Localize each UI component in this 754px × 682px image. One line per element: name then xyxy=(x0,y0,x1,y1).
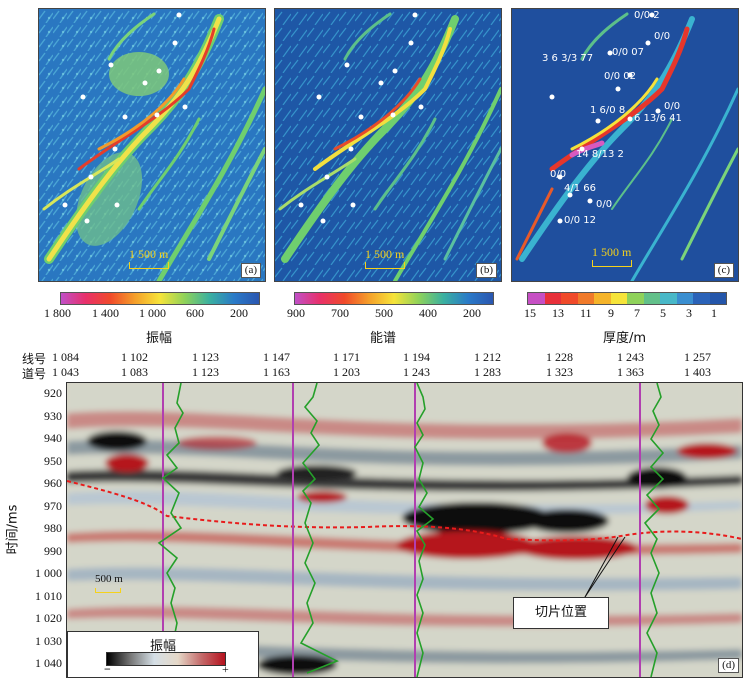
time-tick-label: 1 020 xyxy=(35,611,62,625)
trace-number: 1 203 xyxy=(333,365,360,379)
colorbar-tick: 500 xyxy=(375,306,393,320)
energy-map-image xyxy=(275,9,501,281)
scale-label-b: 1 500 m xyxy=(365,247,405,261)
colorbar-tick: 1 400 xyxy=(92,306,119,320)
line-number: 1 123 xyxy=(192,350,219,364)
trace-number: 1 243 xyxy=(403,365,430,379)
colorbar-tick: 5 xyxy=(660,306,666,320)
section-amplitude-legend: 振幅 − + xyxy=(67,631,259,677)
thickness-map-panel: 0/0 2 0/0 3 6 3/3 77 0/0 07 0/0 02 1 6/0… xyxy=(511,8,739,282)
legend-minus: − xyxy=(104,662,111,676)
colorbar-tick: 200 xyxy=(230,306,248,320)
time-tick-label: 970 xyxy=(44,498,62,513)
amplitude-map-panel: 1 500 m (a) xyxy=(38,8,266,282)
amplitude-map-image xyxy=(39,9,265,281)
seismic-section-panel: 500 m 切片位置 振幅 − + (d) xyxy=(66,382,743,678)
well-label: 14 8/13 2 xyxy=(576,149,624,160)
trace-number: 1 163 xyxy=(263,365,290,379)
line-number: 1 212 xyxy=(474,350,501,364)
colorbar-tick: 9 xyxy=(608,306,614,320)
trace-number: 1 283 xyxy=(474,365,501,379)
section-scale-bar xyxy=(95,588,121,593)
legend-title: 振幅 xyxy=(150,639,177,654)
seismic-section-image xyxy=(67,383,742,677)
time-tick-label: 1 010 xyxy=(35,588,62,603)
well-label: 0/0 xyxy=(550,169,567,180)
line-number: 1 147 xyxy=(263,350,290,364)
panel-label-b: (b) xyxy=(476,263,497,278)
panel-label-c: (c) xyxy=(713,263,734,278)
well-label: 1 6/0 8 xyxy=(590,105,626,116)
scale-label-a: 1 500 m xyxy=(129,247,169,261)
trace-number: 1 363 xyxy=(617,365,644,379)
energy-map-panel: 1 500 m (b) xyxy=(274,8,502,282)
colorbar-tick: 600 xyxy=(186,306,204,320)
line-number-label: 线号 xyxy=(22,352,47,366)
time-tick-label: 990 xyxy=(44,543,62,558)
line-number: 1 171 xyxy=(333,350,360,364)
energy-colorbar xyxy=(294,292,494,305)
well-label: 0/0 xyxy=(654,31,671,42)
time-tick-label: 960 xyxy=(44,476,62,490)
panel-label-a: (a) xyxy=(240,263,261,278)
amplitude-colorbar xyxy=(60,292,260,305)
section-scale-label: 500 m xyxy=(95,573,123,585)
energy-colorbar-title: 能谱 xyxy=(370,331,397,346)
scale-bar-a xyxy=(129,262,169,269)
well-label: 4/1 66 xyxy=(564,183,596,194)
trace-number: 1 403 xyxy=(684,365,711,379)
scale-bar-c xyxy=(592,260,632,267)
colorbar-tick: 11 xyxy=(580,306,592,320)
time-tick-label: 980 xyxy=(44,521,62,535)
colorbar-tick: 3 xyxy=(686,306,692,320)
time-tick-label: 1 000 xyxy=(35,566,62,580)
well-label: 0/0 2 xyxy=(634,10,660,21)
colorbar-tick: 700 xyxy=(331,306,349,320)
time-tick-label: 940 xyxy=(44,431,62,445)
callout-leader-lines xyxy=(584,536,626,598)
line-number: 1 228 xyxy=(546,350,573,364)
thickness-map-image xyxy=(512,9,738,281)
time-tick-label: 930 xyxy=(44,408,62,423)
trace-number: 1 083 xyxy=(121,365,148,379)
trace-number: 1 323 xyxy=(546,365,573,379)
amplitude-colorbar-title: 振幅 xyxy=(146,331,173,346)
legend-plus: + xyxy=(222,662,229,676)
colorbar-tick: 900 xyxy=(287,306,305,320)
scale-label-c: 1 500 m xyxy=(592,245,632,259)
line-number: 1 194 xyxy=(403,350,430,364)
time-tick-label: 1 030 xyxy=(35,633,62,648)
colorbar-tick: 15 xyxy=(524,306,536,320)
well-label: 3 6 3/3 77 xyxy=(542,53,594,64)
colorbar-tick: 1 xyxy=(711,306,717,320)
well-label: 6 13/6 41 xyxy=(634,113,682,124)
line-number: 1 084 xyxy=(52,350,79,364)
well-label: 0/0 07 xyxy=(612,47,644,58)
time-tick-label: 1 040 xyxy=(35,656,62,670)
well-label: 0/0 xyxy=(664,101,681,112)
colorbar-tick: 400 xyxy=(419,306,437,320)
trace-number-label: 道号 xyxy=(22,367,47,381)
colorbar-tick: 1 000 xyxy=(139,306,166,320)
trace-number: 1 043 xyxy=(52,365,79,379)
line-number: 1 257 xyxy=(684,350,711,364)
colorbar-tick: 13 xyxy=(552,306,564,320)
thickness-colorbar-title: 厚度/m xyxy=(603,331,647,346)
colorbar-tick: 7 xyxy=(634,306,640,320)
slice-position-callout: 切片位置 xyxy=(513,597,609,629)
line-number: 1 102 xyxy=(121,350,148,364)
well-label: 0/0 12 xyxy=(564,215,596,226)
scale-bar-b xyxy=(365,262,405,269)
colorbar-tick: 200 xyxy=(463,306,481,320)
panel-label-d: (d) xyxy=(718,658,739,673)
well-label: 0/0 xyxy=(596,199,613,210)
time-tick-label: 950 xyxy=(44,453,62,468)
legend-gradient xyxy=(106,652,226,666)
time-tick-label: 920 xyxy=(44,386,62,400)
well-label: 0/0 02 xyxy=(604,71,636,82)
trace-number: 1 123 xyxy=(192,365,219,379)
line-number: 1 243 xyxy=(617,350,644,364)
thickness-colorbar xyxy=(527,292,727,305)
colorbar-tick: 1 800 xyxy=(44,306,71,320)
